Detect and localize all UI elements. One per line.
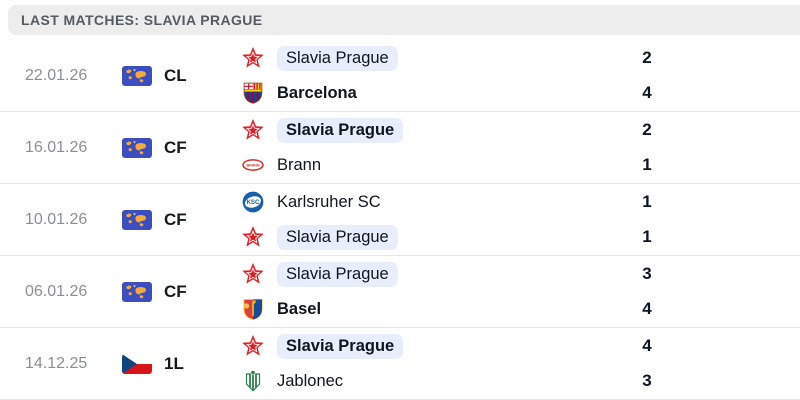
home-team-name: Slavia Prague <box>277 45 398 71</box>
away-team-name: Barcelona <box>277 83 357 102</box>
home-team: Slavia Prague <box>240 116 632 145</box>
world-map-icon <box>122 137 152 158</box>
home-team: Slavia Prague <box>240 44 632 73</box>
away-score: 4 <box>642 83 652 102</box>
teams-column: Slavia Prague Barcelona <box>240 44 632 108</box>
away-team-name: Basel <box>277 299 322 318</box>
score-column: 3 4 <box>632 260 662 324</box>
match-row[interactable]: 22.01.26 CL Slavia Prague Barcelona 2 4 <box>0 40 800 112</box>
match-row[interactable]: 10.01.26 CF Karlsruher SC Slavia Prague … <box>0 184 800 256</box>
home-score: 4 <box>642 336 652 355</box>
home-score: 3 <box>642 264 652 283</box>
away-team-name: Jablonec <box>277 371 344 390</box>
away-team: Slavia Prague <box>240 223 632 252</box>
away-team: Barcelona <box>240 79 632 108</box>
home-score: 1 <box>642 192 652 211</box>
away-score: 3 <box>642 371 652 390</box>
slavia-prague-logo <box>240 262 266 286</box>
match-date: 10.01.26 <box>25 210 88 228</box>
home-team: Karlsruher SC <box>240 188 632 217</box>
slavia-prague-logo <box>240 118 266 142</box>
match-row[interactable]: 14.12.25 1L Slavia Prague Jablonec 4 3 <box>0 328 800 400</box>
header-bar: LAST MATCHES: SLAVIA PRAGUE <box>8 5 800 35</box>
away-team-name: Slavia Prague <box>277 224 398 250</box>
competition: 1L <box>122 353 240 374</box>
competition: CF <box>122 137 240 158</box>
home-team: Slavia Prague <box>240 260 632 289</box>
away-score: 1 <box>642 155 652 174</box>
world-map-icon <box>122 65 152 86</box>
basel-logo <box>240 298 266 320</box>
match-row[interactable]: 06.01.26 CF Slavia Prague Basel 3 4 <box>0 256 800 328</box>
home-team: Slavia Prague <box>240 332 632 361</box>
away-score: 1 <box>642 227 652 246</box>
jablonec-logo <box>240 370 266 392</box>
competition-code: 1L <box>164 353 184 373</box>
home-team-name: Slavia Prague <box>277 333 404 359</box>
away-team: Jablonec <box>240 367 632 396</box>
competition-code: CF <box>164 209 187 229</box>
slavia-prague-logo <box>240 225 266 249</box>
home-team-name: Slavia Prague <box>277 261 398 287</box>
slavia-prague-logo <box>240 46 266 70</box>
score-column: 2 1 <box>632 116 662 180</box>
teams-column: Karlsruher SC Slavia Prague <box>240 188 632 252</box>
czech-flag-icon <box>122 354 152 374</box>
competition-code: CF <box>164 281 187 301</box>
away-team: Brann <box>240 151 632 180</box>
brann-logo <box>240 159 266 171</box>
score-column: 4 3 <box>632 332 662 396</box>
away-score: 4 <box>642 299 652 318</box>
karlsruher-sc-logo <box>240 191 266 213</box>
home-team-name: Slavia Prague <box>277 117 404 143</box>
home-team-name: Karlsruher SC <box>277 192 381 211</box>
teams-column: Slavia Prague Jablonec <box>240 332 632 396</box>
widget-header: LAST MATCHES: SLAVIA PRAGUE <box>0 0 800 40</box>
slavia-prague-logo <box>240 334 266 358</box>
away-team: Basel <box>240 295 632 324</box>
barcelona-logo <box>240 82 266 104</box>
home-score: 2 <box>642 48 652 67</box>
widget-title: LAST MATCHES: SLAVIA PRAGUE <box>21 12 263 28</box>
competition-code: CF <box>164 137 187 157</box>
competition: CL <box>122 65 240 86</box>
home-score: 2 <box>642 120 652 139</box>
match-date: 16.01.26 <box>25 138 88 156</box>
competition: CF <box>122 281 240 302</box>
competition-code: CL <box>164 65 187 85</box>
teams-column: Slavia Prague Basel <box>240 260 632 324</box>
match-date: 14.12.25 <box>25 354 88 372</box>
match-date: 22.01.26 <box>25 66 88 84</box>
world-map-icon <box>122 281 152 302</box>
away-team-name: Brann <box>277 155 322 174</box>
match-date: 06.01.26 <box>25 282 88 300</box>
teams-column: Slavia Prague Brann <box>240 116 632 180</box>
world-map-icon <box>122 209 152 230</box>
score-column: 2 4 <box>632 44 662 108</box>
score-column: 1 1 <box>632 188 662 252</box>
competition: CF <box>122 209 240 230</box>
match-row[interactable]: 16.01.26 CF Slavia Prague Brann 2 1 <box>0 112 800 184</box>
